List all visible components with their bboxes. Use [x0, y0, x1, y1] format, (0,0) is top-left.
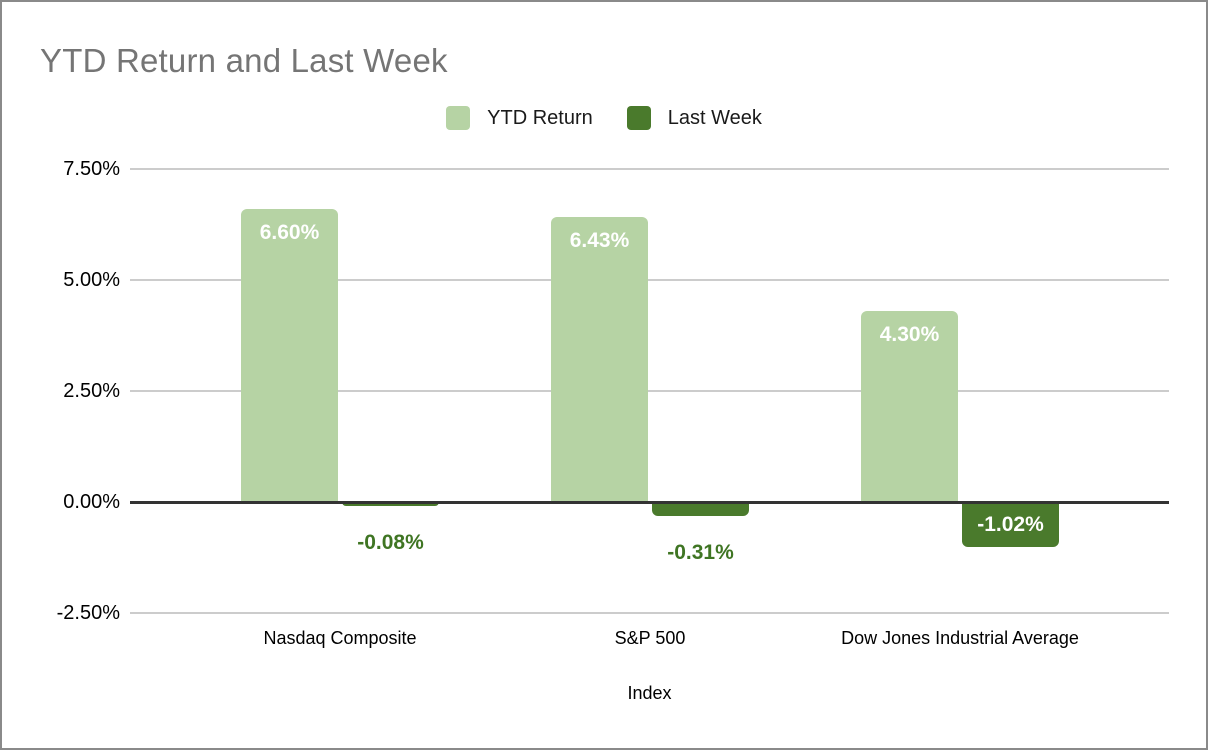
- y-tick-label: 2.50%: [63, 380, 120, 402]
- bar-ytd-return-nasdaq-composite: [241, 208, 338, 502]
- chart-title: YTD Return and Last Week: [40, 42, 448, 79]
- legend-swatch-icon: [626, 106, 651, 130]
- y-tick-label: 5.00%: [63, 269, 120, 291]
- legend-swatch-icon: [446, 106, 471, 130]
- bar-value-label: 6.43%: [569, 228, 630, 252]
- bar-value-label: -0.31%: [667, 540, 734, 564]
- gridline: [130, 612, 1169, 614]
- y-tick-label: 7.50%: [63, 158, 120, 180]
- gridline: [130, 168, 1169, 170]
- y-tick-label: 0.00%: [63, 491, 120, 513]
- legend-item-last-week[interactable]: Last Week: [626, 106, 762, 130]
- legend-label: YTD Return: [487, 106, 593, 129]
- x-category-label-dow-jones-industrial-average: Dow Jones Industrial Average: [841, 628, 1079, 648]
- bar-ytd-return-s-p-500: [551, 216, 648, 502]
- y-tick-label: -2.50%: [56, 602, 120, 624]
- bar-last-week-dow-jones-industrial-average: [962, 502, 1059, 548]
- bar-value-label: 6.60%: [259, 220, 320, 244]
- gridline: [130, 279, 1169, 281]
- zero-axis-line: [130, 501, 1169, 504]
- legend-item-ytd-return[interactable]: YTD Return: [446, 106, 593, 130]
- bar-value-label: -1.02%: [977, 512, 1044, 536]
- x-category-label-s-p-500: S&P 500: [614, 628, 686, 648]
- legend: YTD Return Last Week: [2, 106, 1206, 130]
- x-category-label-nasdaq-composite: Nasdaq Composite: [263, 628, 417, 648]
- legend-label: Last Week: [667, 106, 762, 129]
- gridline: [130, 390, 1169, 392]
- bar-last-week-s-p-500: [652, 502, 749, 516]
- bar-value-label: -0.08%: [357, 530, 424, 554]
- bar-ytd-return-dow-jones-industrial-average: [861, 311, 958, 502]
- bar-value-label: 4.30%: [879, 323, 940, 347]
- x-axis-title: Index: [627, 683, 672, 703]
